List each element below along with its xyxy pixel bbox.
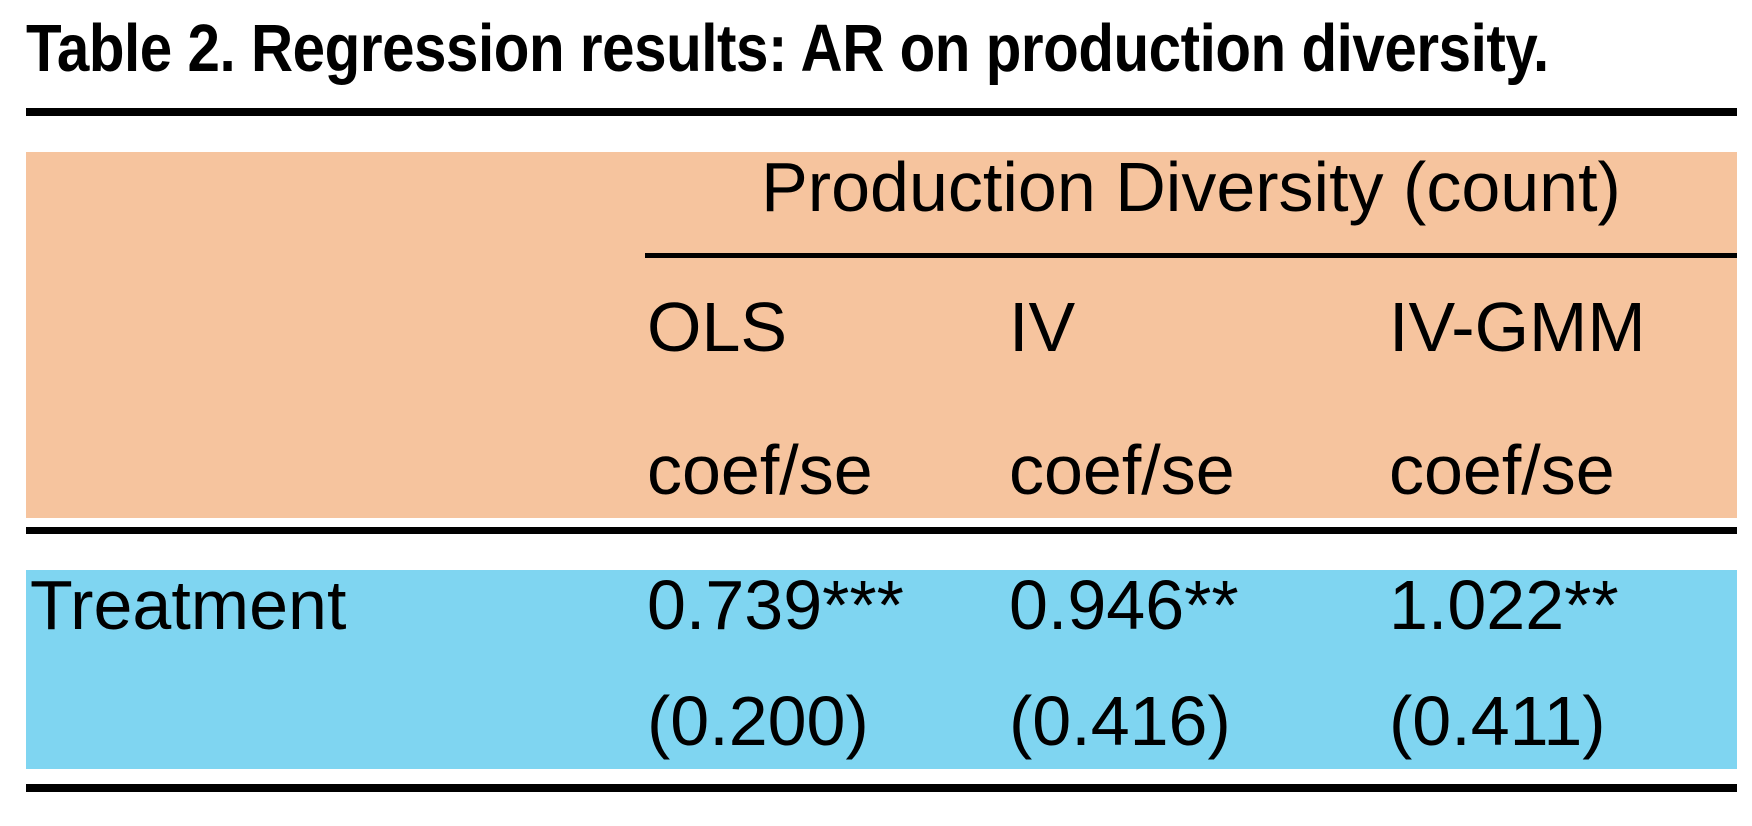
column-header-row: OLS IV IV-GMM bbox=[26, 292, 1737, 362]
spanning-header-cell: Production Diversity (count) bbox=[645, 152, 1737, 258]
header-body-separator-rule bbox=[26, 526, 1737, 534]
spanning-header-label: Production Diversity (count) bbox=[761, 147, 1621, 226]
row-label-header-cell bbox=[26, 152, 645, 258]
se-row-label-empty bbox=[26, 686, 645, 756]
table-header-section: Production Diversity (count) OLS IV IV-G… bbox=[26, 151, 1737, 518]
se-ols: (0.200) bbox=[647, 681, 869, 760]
column-header-iv: IV bbox=[1009, 287, 1076, 366]
coef-iv: 0.946** bbox=[1009, 565, 1239, 644]
column-header-empty bbox=[26, 292, 645, 362]
subheader-row: coef/se coef/se coef/se bbox=[26, 435, 1737, 505]
subheader-iv: coef/se bbox=[1009, 430, 1235, 509]
subheader-empty bbox=[26, 435, 645, 505]
data-row-standard-errors: (0.200) (0.416) (0.411) bbox=[26, 686, 1737, 756]
coef-ols: 0.739*** bbox=[647, 565, 904, 644]
se-iv-gmm: (0.411) bbox=[1389, 681, 1606, 760]
top-rule bbox=[26, 107, 1737, 116]
column-header-iv-gmm: IV-GMM bbox=[1389, 287, 1646, 366]
subheader-ols: coef/se bbox=[647, 430, 873, 509]
subheader-iv-gmm: coef/se bbox=[1389, 430, 1615, 509]
row-label-treatment: Treatment bbox=[30, 565, 347, 644]
column-header-ols: OLS bbox=[647, 287, 788, 366]
spanning-header-row: Production Diversity (count) bbox=[26, 152, 1737, 258]
spanning-header-rule bbox=[645, 252, 1737, 258]
data-row-coefficients: Treatment 0.739*** 0.946** 1.022** bbox=[26, 570, 1737, 640]
table-title: Table 2. Regression results: AR on produ… bbox=[26, 11, 1549, 86]
coef-iv-gmm: 1.022** bbox=[1389, 565, 1619, 644]
table-body-section: Treatment 0.739*** 0.946** 1.022** (0.20… bbox=[26, 569, 1737, 769]
bottom-rule bbox=[26, 783, 1737, 792]
se-iv: (0.416) bbox=[1009, 681, 1231, 760]
